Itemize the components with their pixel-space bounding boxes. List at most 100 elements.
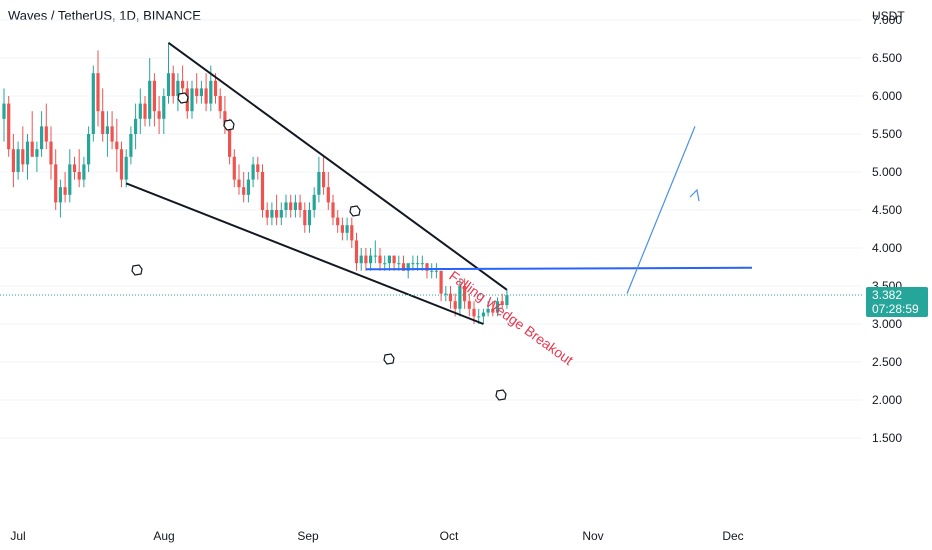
candle-body <box>143 103 147 119</box>
candle-body <box>251 164 255 180</box>
hand-shape <box>223 119 235 131</box>
candle-body <box>129 134 133 157</box>
candle-body <box>110 126 114 142</box>
candle-body <box>101 111 105 134</box>
resistance-line <box>365 266 753 271</box>
arrow-head <box>689 188 700 202</box>
candle-body <box>40 126 44 150</box>
candle-body <box>279 210 283 218</box>
y-tick-label: 2.500 <box>872 355 902 369</box>
candle-body <box>115 141 119 150</box>
candle-body <box>486 308 490 313</box>
candle-body <box>171 73 175 96</box>
candle-body <box>322 172 326 188</box>
wedge-upper-line <box>167 41 508 291</box>
chart-grid <box>0 19 862 439</box>
candle-body <box>16 149 20 172</box>
x-tick-label: Sep <box>297 529 319 543</box>
y-tick-label: 1.500 <box>872 431 902 445</box>
candle-body <box>260 172 265 210</box>
candle-body <box>420 263 424 265</box>
candle-body <box>307 210 312 226</box>
candle-body <box>213 80 218 96</box>
candle-body <box>481 312 485 317</box>
countdown-label: 07:28:59 <box>872 302 919 316</box>
candle-body <box>453 301 457 309</box>
candle-body <box>176 80 180 96</box>
last-price-tag: 3.382 07:28:59 <box>866 286 928 317</box>
candle-body <box>284 202 288 210</box>
candle-body <box>54 164 58 203</box>
candle-body <box>232 156 236 180</box>
candle-body <box>383 263 387 265</box>
candle-body <box>434 270 438 272</box>
candle-body <box>350 225 354 241</box>
candle-body <box>467 301 471 309</box>
candle-body <box>166 73 171 96</box>
x-tick-label: Oct <box>440 529 459 543</box>
hand-marker-icon <box>383 353 395 365</box>
candle-body <box>416 263 420 265</box>
candle-body <box>87 134 91 165</box>
candle-body <box>401 263 406 271</box>
candle-body <box>397 263 401 265</box>
candle-body <box>387 255 391 264</box>
candle-body <box>256 164 260 172</box>
candle-body <box>30 141 34 157</box>
candle-body <box>134 118 138 134</box>
hand-shape <box>131 264 143 276</box>
candle-body <box>25 141 30 165</box>
y-tick-label: 7.000 <box>872 13 902 27</box>
y-tick-label: 5.500 <box>872 127 902 141</box>
candle-body <box>148 80 152 119</box>
candle-body <box>326 187 330 203</box>
candle-body <box>293 202 297 210</box>
candle-body <box>463 286 467 302</box>
candle-body <box>63 187 67 195</box>
candle-body <box>7 103 11 150</box>
candle-body <box>49 141 53 165</box>
candles <box>2 42 509 324</box>
candle-body <box>2 103 6 119</box>
candle-body <box>204 88 208 104</box>
candle-body <box>500 301 504 305</box>
candle-body <box>439 270 443 294</box>
hand-shape <box>495 389 507 401</box>
candle-body <box>425 263 429 271</box>
candle-body <box>265 210 269 218</box>
candle-body <box>340 225 344 233</box>
candle-body <box>119 149 124 180</box>
candle-body <box>298 202 302 210</box>
candle-body <box>303 210 307 226</box>
candle-body <box>105 126 109 134</box>
candle-body <box>157 111 161 119</box>
candle-body <box>124 156 128 180</box>
candle-body <box>505 295 509 305</box>
candle-body <box>495 301 500 313</box>
candle-body <box>246 179 250 195</box>
candle-body <box>190 88 194 112</box>
candle-body <box>430 270 434 272</box>
hand-marker-icon <box>495 389 507 401</box>
candle-body <box>317 172 321 195</box>
candle-body <box>162 96 166 119</box>
x-tick-label: Dec <box>722 529 743 543</box>
last-price-label: 3.382 <box>872 288 902 302</box>
candle-body <box>35 149 39 157</box>
candle-body <box>336 217 340 226</box>
projection-arrow <box>626 126 696 294</box>
candle-body <box>289 202 293 210</box>
candle-body <box>152 80 156 112</box>
candle-body <box>373 255 377 257</box>
x-tick-label: Jul <box>10 529 25 543</box>
candle-body <box>270 210 274 218</box>
y-tick-label: 6.500 <box>872 51 902 65</box>
hand-marker-icon <box>131 264 143 276</box>
candle-body <box>138 103 142 119</box>
candle-body <box>369 255 373 264</box>
candle-body <box>345 225 349 233</box>
candle-body <box>82 164 86 180</box>
candle-body <box>195 88 199 96</box>
candle-body <box>406 263 410 271</box>
